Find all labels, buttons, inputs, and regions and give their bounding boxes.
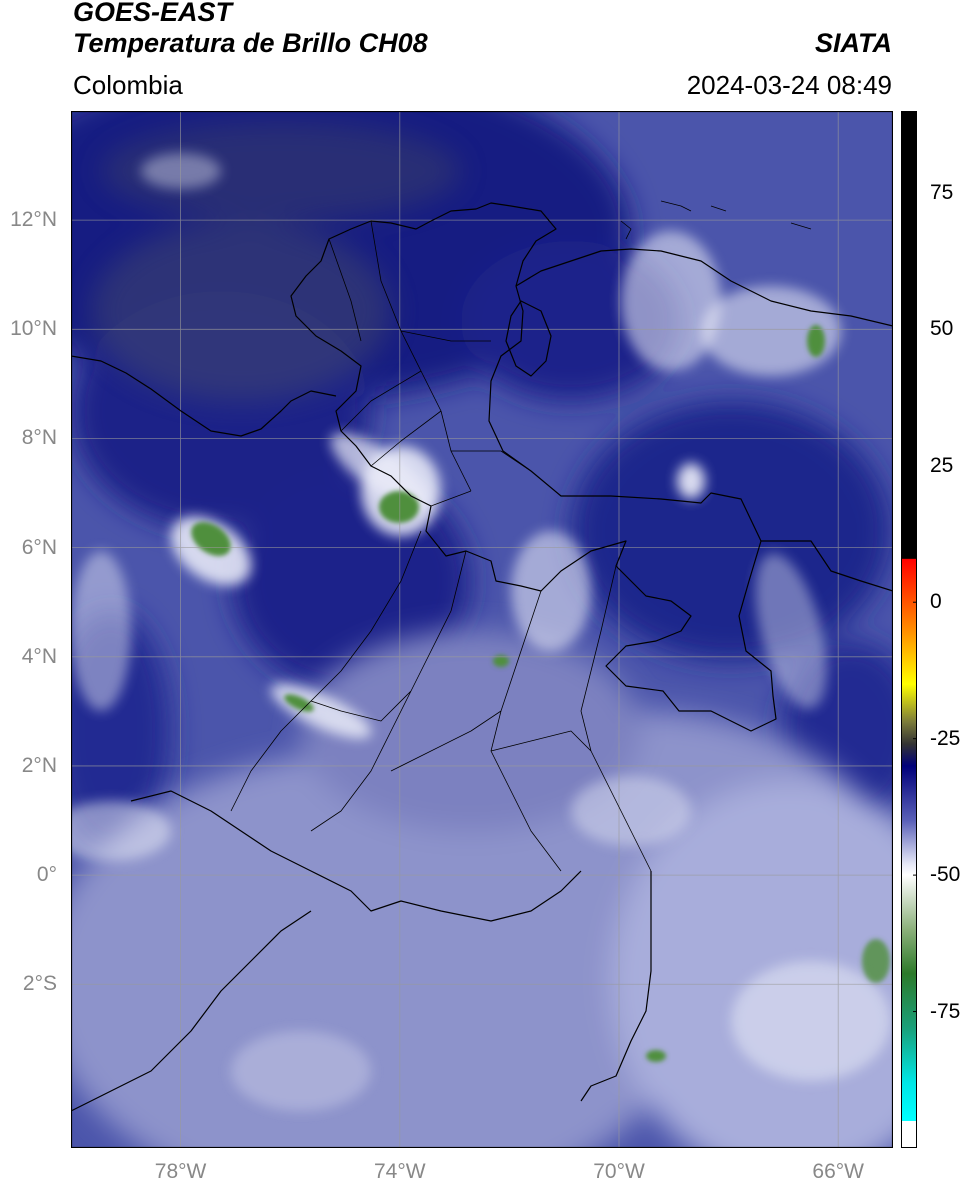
colorbar-tick-label: 25 bbox=[930, 453, 954, 477]
lat-tick-label: 2°S bbox=[22, 972, 57, 996]
south-coast bbox=[71, 910, 312, 1112]
colombia-border bbox=[290, 202, 777, 732]
lat-tick-label: 12°N bbox=[10, 208, 57, 232]
colorbar-tick-label: -50 bbox=[930, 863, 961, 887]
lon-tick-label: 74°W bbox=[374, 1160, 426, 1183]
lat-tick-label: 10°N bbox=[10, 317, 57, 341]
lat-tick-label: 2°N bbox=[21, 753, 57, 777]
organization-label: SIATA bbox=[815, 28, 892, 58]
map-canvas bbox=[71, 111, 893, 1148]
lat-tick-label: 6°N bbox=[21, 535, 57, 559]
colorbar-tick-label: -25 bbox=[930, 726, 961, 750]
lon-tick-label: 66°W bbox=[812, 1160, 864, 1183]
map-frame bbox=[71, 111, 893, 1148]
colorbar-frame bbox=[901, 111, 917, 1148]
lon-tick-label: 70°W bbox=[593, 1160, 645, 1183]
datetime-label: 2024-03-24 08:49 bbox=[686, 70, 892, 100]
colorbar-tick-label: -75 bbox=[930, 999, 961, 1023]
venezuela-coast bbox=[515, 248, 893, 327]
lat-tick-label: 8°N bbox=[21, 426, 57, 450]
cloud-wisps bbox=[71, 153, 891, 1111]
lon-tick-label: 78°W bbox=[154, 1160, 207, 1183]
satellite-title: GOES-EAST bbox=[73, 0, 233, 27]
region-label: Colombia bbox=[73, 70, 183, 100]
colorbar-tick-label: 75 bbox=[930, 180, 954, 204]
lat-tick-label: 0° bbox=[36, 863, 57, 887]
ecuador-border bbox=[130, 790, 582, 922]
product-title: Temperatura de Brillo CH08 bbox=[73, 28, 428, 58]
colorbar-tick-label: 50 bbox=[930, 317, 954, 341]
country-borders bbox=[71, 200, 893, 1112]
lake-maracaibo bbox=[505, 300, 552, 377]
caribbean-islands bbox=[620, 200, 812, 240]
grid-lines bbox=[71, 111, 893, 1148]
colorbar-fill bbox=[901, 111, 917, 1148]
lat-tick-label: 4°N bbox=[21, 644, 57, 668]
colorbar-tick-label: 0 bbox=[930, 590, 942, 614]
venezuela-south-border bbox=[761, 540, 893, 592]
department-lines bbox=[230, 220, 652, 872]
peru-brazil-border bbox=[580, 871, 652, 1102]
satellite-map bbox=[71, 111, 893, 1148]
central-america-border bbox=[71, 355, 337, 437]
colorbar bbox=[901, 111, 917, 1148]
